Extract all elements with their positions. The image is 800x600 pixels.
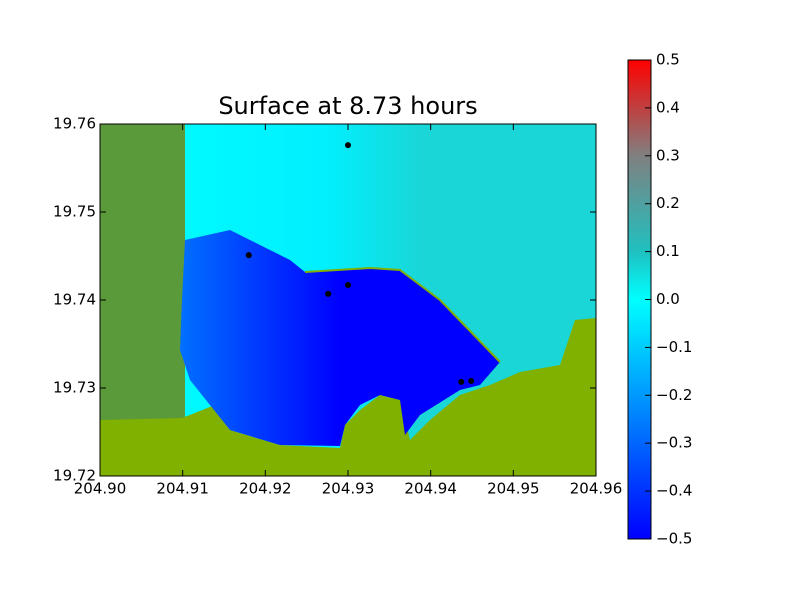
gauge-point bbox=[458, 378, 465, 385]
y-tick-label: 19.74 bbox=[53, 291, 96, 309]
gauge-point bbox=[325, 290, 332, 297]
gauge-point bbox=[468, 377, 475, 384]
surface-map bbox=[100, 124, 596, 476]
land-south bbox=[100, 318, 596, 476]
x-tick-label: 204.92 bbox=[239, 480, 292, 498]
colorbar-tick-label: 0.2 bbox=[656, 194, 680, 212]
colorbar-tick-label: 0.4 bbox=[656, 98, 680, 116]
colorbar-tick-label: 0.5 bbox=[656, 51, 680, 69]
x-tick-label: 204.90 bbox=[74, 480, 127, 498]
colorbar-tick-label: −0.5 bbox=[656, 530, 692, 548]
bay bbox=[180, 230, 500, 446]
x-tick-label: 204.95 bbox=[487, 480, 540, 498]
chart-title: Surface at 8.73 hours bbox=[218, 92, 477, 120]
gauge-point bbox=[345, 282, 351, 289]
colorbar-tick-label: −0.2 bbox=[656, 386, 692, 404]
x-tick-label: 204.96 bbox=[570, 480, 623, 498]
x-tick-label: 204.93 bbox=[322, 480, 375, 498]
y-tick-label: 19.76 bbox=[53, 115, 96, 133]
gauge-point bbox=[245, 252, 252, 259]
colorbar-tick-label: 0.1 bbox=[656, 242, 680, 260]
land-west bbox=[100, 124, 185, 476]
reef bbox=[304, 266, 501, 363]
colorbar-tick-label: −0.3 bbox=[656, 434, 692, 452]
y-tick-label: 19.73 bbox=[53, 379, 96, 397]
colorbar-tick-label: 0.0 bbox=[656, 290, 680, 308]
gauge-point bbox=[345, 142, 351, 149]
colorbar-tick-label: −0.4 bbox=[656, 482, 692, 500]
x-tick-label: 204.91 bbox=[156, 480, 209, 498]
x-tick-label: 204.94 bbox=[404, 480, 457, 498]
colorbar-tick-label: −0.1 bbox=[656, 338, 692, 356]
colorbar-tick-label: 0.3 bbox=[656, 146, 680, 164]
y-tick-label: 19.72 bbox=[53, 467, 96, 485]
y-tick-label: 19.75 bbox=[53, 203, 96, 221]
